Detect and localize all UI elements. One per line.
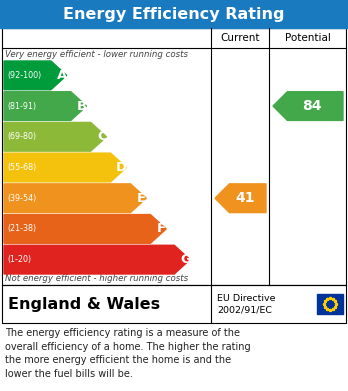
Text: (81-91): (81-91) bbox=[7, 102, 36, 111]
Polygon shape bbox=[4, 92, 87, 120]
Text: (39-54): (39-54) bbox=[7, 194, 36, 203]
Text: 84: 84 bbox=[302, 99, 322, 113]
Text: (1-20): (1-20) bbox=[7, 255, 31, 264]
Polygon shape bbox=[4, 245, 190, 274]
Polygon shape bbox=[215, 184, 266, 213]
Polygon shape bbox=[4, 153, 126, 182]
Text: Current: Current bbox=[220, 33, 260, 43]
Text: Energy Efficiency Rating: Energy Efficiency Rating bbox=[63, 7, 285, 22]
Text: F: F bbox=[157, 222, 166, 235]
Text: England & Wales: England & Wales bbox=[8, 296, 160, 312]
Polygon shape bbox=[4, 122, 106, 151]
Bar bbox=[2, 285, 346, 323]
Text: (69-80): (69-80) bbox=[7, 132, 36, 141]
Text: (55-68): (55-68) bbox=[7, 163, 36, 172]
Polygon shape bbox=[4, 215, 166, 243]
Text: Potential: Potential bbox=[285, 33, 331, 43]
Text: EU Directive
2002/91/EC: EU Directive 2002/91/EC bbox=[217, 294, 276, 314]
Polygon shape bbox=[4, 61, 67, 90]
Text: B: B bbox=[77, 100, 87, 113]
Text: C: C bbox=[97, 130, 106, 143]
Text: The energy efficiency rating is a measure of the
overall efficiency of a home. T: The energy efficiency rating is a measur… bbox=[5, 328, 251, 379]
Bar bbox=[317, 294, 343, 314]
Bar bbox=[2, 28, 346, 285]
Polygon shape bbox=[273, 92, 343, 120]
Text: Not energy efficient - higher running costs: Not energy efficient - higher running co… bbox=[5, 274, 188, 283]
Polygon shape bbox=[4, 184, 146, 213]
Text: A: A bbox=[57, 69, 67, 82]
Text: G: G bbox=[180, 253, 191, 266]
Text: 41: 41 bbox=[235, 191, 254, 205]
Text: (21-38): (21-38) bbox=[7, 224, 36, 233]
Bar bbox=[0, 0, 348, 28]
Text: E: E bbox=[137, 192, 146, 205]
Text: Very energy efficient - lower running costs: Very energy efficient - lower running co… bbox=[5, 50, 188, 59]
Text: D: D bbox=[116, 161, 127, 174]
Text: (92-100): (92-100) bbox=[7, 71, 41, 80]
